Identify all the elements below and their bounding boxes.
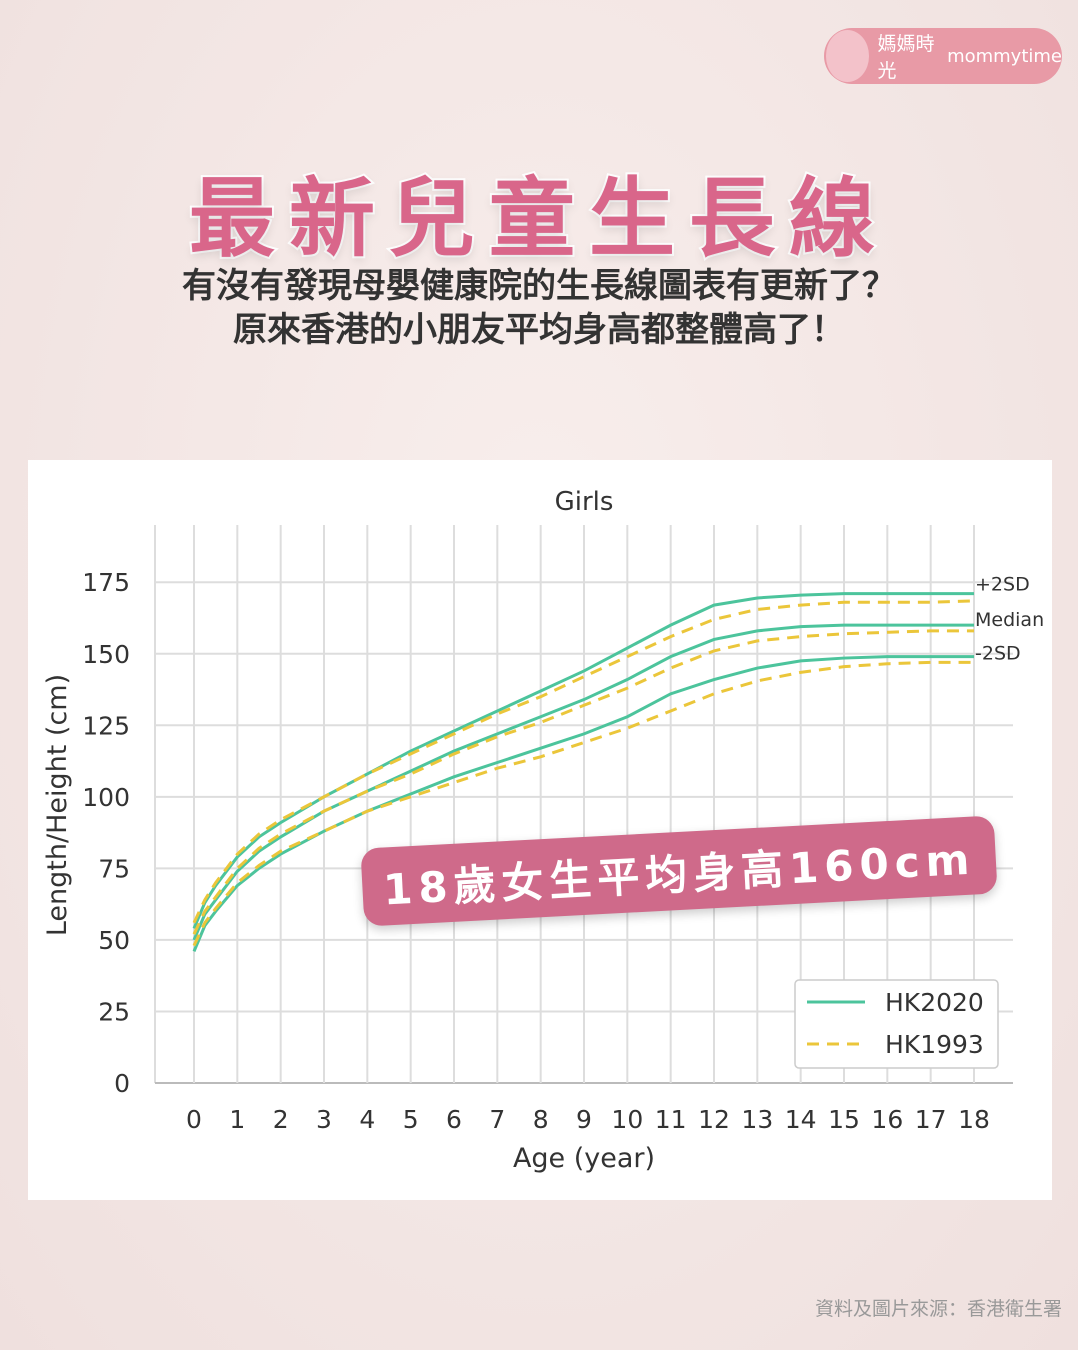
curve <box>192 655 974 952</box>
curve-label: Median <box>975 609 1044 631</box>
curve <box>192 599 975 924</box>
y-tick-label: 0 <box>114 1069 130 1098</box>
x-tick-label: 5 <box>403 1105 419 1134</box>
x-tick-label: 3 <box>316 1105 332 1134</box>
x-tick-label: 2 <box>273 1105 289 1134</box>
x-tick-label: 0 <box>186 1105 202 1134</box>
brand: 媽媽時光 mommytime <box>824 28 1062 84</box>
x-tick-label: 12 <box>698 1105 730 1134</box>
x-tick-label: 8 <box>533 1105 549 1134</box>
x-tick-label: 9 <box>576 1105 592 1134</box>
y-tick-label: 125 <box>82 711 130 740</box>
x-tick-label: 10 <box>611 1105 643 1134</box>
chart-title: Girls <box>555 487 614 517</box>
curve-label: +2SD <box>975 574 1030 596</box>
y-tick-label: 25 <box>98 997 130 1026</box>
subtitle-line: 原來香港的小朋友平均身高都整體高了！ <box>233 310 845 350</box>
subtitle: 有沒有發現母嬰健康院的生長線圖表有更新了？ 原來香港的小朋友平均身高都整體高了！ <box>0 264 1078 352</box>
brand-suffix: mommytime <box>947 45 1062 67</box>
x-tick-label: 4 <box>359 1105 375 1134</box>
legend-label: HK1993 <box>885 1030 984 1059</box>
y-tick-label: 100 <box>82 783 130 812</box>
source: 資料及圖片來源：香港衛生署 <box>814 1298 1062 1320</box>
curve <box>192 592 974 930</box>
curve <box>192 660 974 947</box>
legend-label: HK2020 <box>885 988 984 1017</box>
y-axis-label: Length/Height (cm) <box>42 674 73 936</box>
x-tick-label: 18 <box>958 1105 990 1134</box>
x-tick-label: 11 <box>655 1105 687 1134</box>
y-tick-label: 75 <box>98 854 130 883</box>
title: 最新兒童生長線 <box>187 167 889 271</box>
x-tick-label: 16 <box>871 1105 903 1134</box>
x-tick-label: 13 <box>741 1105 773 1134</box>
x-tick-label: 17 <box>915 1105 947 1134</box>
x-tick-label: 7 <box>489 1105 505 1134</box>
x-tick-label: 1 <box>229 1105 245 1134</box>
y-tick-label: 175 <box>82 568 130 597</box>
x-tick-label: 6 <box>446 1105 462 1134</box>
curve <box>192 623 974 941</box>
x-axis-label: Age (year) <box>513 1143 655 1174</box>
subtitle-line: 有沒有發現母嬰健康院的生長線圖表有更新了？ <box>182 266 896 306</box>
brand-name: 媽媽時光 <box>877 33 935 82</box>
curve-label: -2SD <box>975 643 1021 665</box>
logo <box>826 30 870 82</box>
x-tick-label: 14 <box>785 1105 817 1134</box>
x-tick-label: 15 <box>828 1105 860 1134</box>
y-tick-label: 50 <box>98 926 130 955</box>
y-tick-label: 150 <box>82 640 130 669</box>
